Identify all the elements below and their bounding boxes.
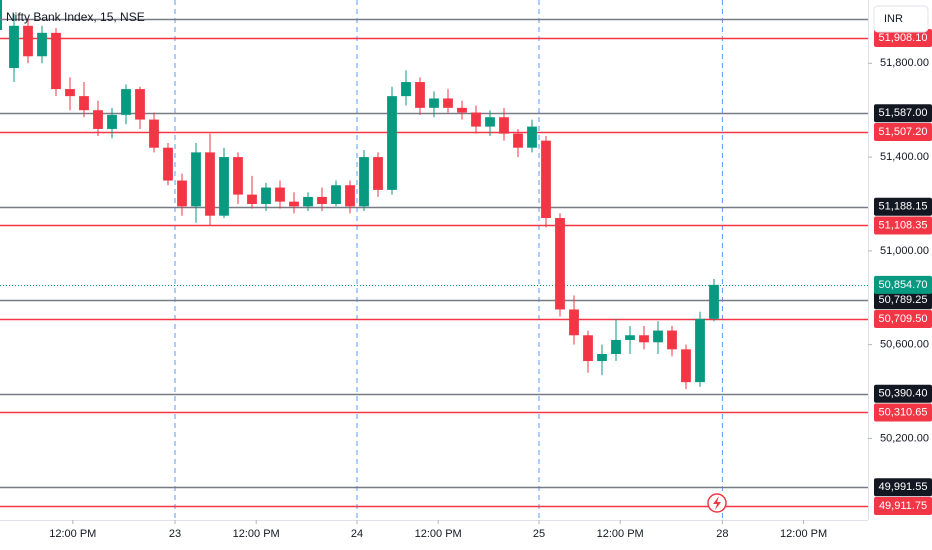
price-label-box (874, 403, 932, 422)
candle-body (23, 25, 33, 57)
candle-body (625, 335, 635, 340)
x-tick-label: 28 (716, 528, 728, 540)
price-label-box (874, 496, 932, 515)
x-tick-label: 12:00 PM (415, 528, 462, 540)
y-tick-label: 50,200.00 (880, 432, 929, 444)
candle-body (569, 309, 579, 336)
price-label-box (874, 384, 932, 403)
candle-body (93, 110, 103, 129)
price-label-box (874, 197, 932, 216)
price-label: 51,587.00 (879, 107, 928, 119)
candle-body (401, 82, 411, 97)
candle-body (457, 107, 467, 113)
candle-body (121, 89, 131, 115)
price-label: 51,507.20 (879, 126, 928, 138)
price-label: 50,854.70 (879, 279, 928, 291)
price-label: 50,310.65 (879, 406, 928, 418)
candle-body (37, 32, 47, 57)
price-label-box (874, 275, 932, 294)
candle-body (289, 201, 299, 207)
candle-body (345, 185, 355, 207)
candle-body (275, 187, 285, 202)
candle-body (429, 98, 439, 108)
y-tick-label: 51,000.00 (880, 245, 929, 257)
edge-marker (0, 0, 2, 30)
candle-body (555, 218, 565, 310)
candle-body (681, 349, 691, 383)
candle-body (317, 196, 327, 204)
candle-body (135, 89, 145, 120)
candle-body (359, 157, 369, 207)
price-label-box (874, 478, 932, 497)
currency-label: INR (884, 13, 903, 25)
price-label-box (874, 104, 932, 123)
candle-body (499, 117, 509, 134)
candle-body (177, 180, 187, 207)
candle-body (9, 25, 19, 68)
candle-body (527, 126, 537, 148)
candle-body (219, 157, 229, 216)
candle-body (485, 117, 495, 127)
candle-body (611, 339, 621, 355)
candle-body (191, 152, 201, 207)
price-label: 51,908.10 (879, 32, 928, 44)
x-tick-label: 25 (533, 528, 545, 540)
candle-body (513, 133, 523, 148)
event-icon-bolt (713, 496, 721, 510)
candle-body (471, 112, 481, 127)
candle-body (65, 89, 75, 97)
x-tick-label: 12:00 PM (49, 528, 96, 540)
candle-body (233, 157, 243, 195)
candle-body (303, 196, 313, 207)
currency-box (873, 5, 929, 33)
candle-body (667, 330, 677, 350)
candle-body (541, 140, 551, 219)
event-icon (707, 493, 727, 513)
x-tick-label: 23 (169, 528, 181, 540)
candle-body (149, 119, 159, 148)
candle-body (163, 147, 173, 181)
price-label: 51,188.15 (879, 201, 928, 213)
price-label: 50,709.50 (879, 313, 928, 325)
candle-body (443, 98, 453, 108)
price-label: 50,789.25 (879, 294, 928, 306)
candle-body (51, 32, 61, 90)
price-label: 49,911.75 (879, 500, 927, 512)
candle-body (695, 318, 705, 383)
y-tick-label: 51,400.00 (880, 151, 929, 163)
price-label-box (874, 309, 932, 328)
candle-body (653, 330, 663, 343)
price-label-box (874, 216, 932, 235)
x-tick-label: 12:00 PM (233, 528, 280, 540)
candle-body (709, 284, 719, 319)
price-label: 50,390.40 (879, 388, 928, 400)
y-tick-label: 51,800.00 (880, 57, 929, 69)
x-tick-label: 12:00 PM (597, 528, 644, 540)
y-tick-label: 50,600.00 (880, 339, 929, 351)
x-tick-label: 24 (351, 528, 363, 540)
x-tick-label: 12:00 PM (780, 528, 827, 540)
price-label-box (874, 291, 932, 310)
price-label-box (874, 122, 932, 141)
candle-body (415, 82, 425, 108)
candle-body (261, 187, 271, 204)
candle-body (107, 114, 117, 129)
price-label: 49,991.55 (879, 481, 928, 493)
candle-body (79, 96, 89, 111)
candle-body (639, 335, 649, 343)
candle-body (205, 152, 215, 216)
candle-body (387, 96, 397, 190)
candle-body (331, 185, 341, 204)
candle-body (247, 194, 257, 204)
chart-title: Nifty Bank Index, 15, NSE (6, 10, 145, 24)
price-label-box (874, 28, 932, 47)
price-label: 51,108.35 (879, 219, 928, 231)
candle-body (583, 335, 593, 362)
candle-body (373, 157, 383, 190)
candle-body (597, 354, 607, 362)
